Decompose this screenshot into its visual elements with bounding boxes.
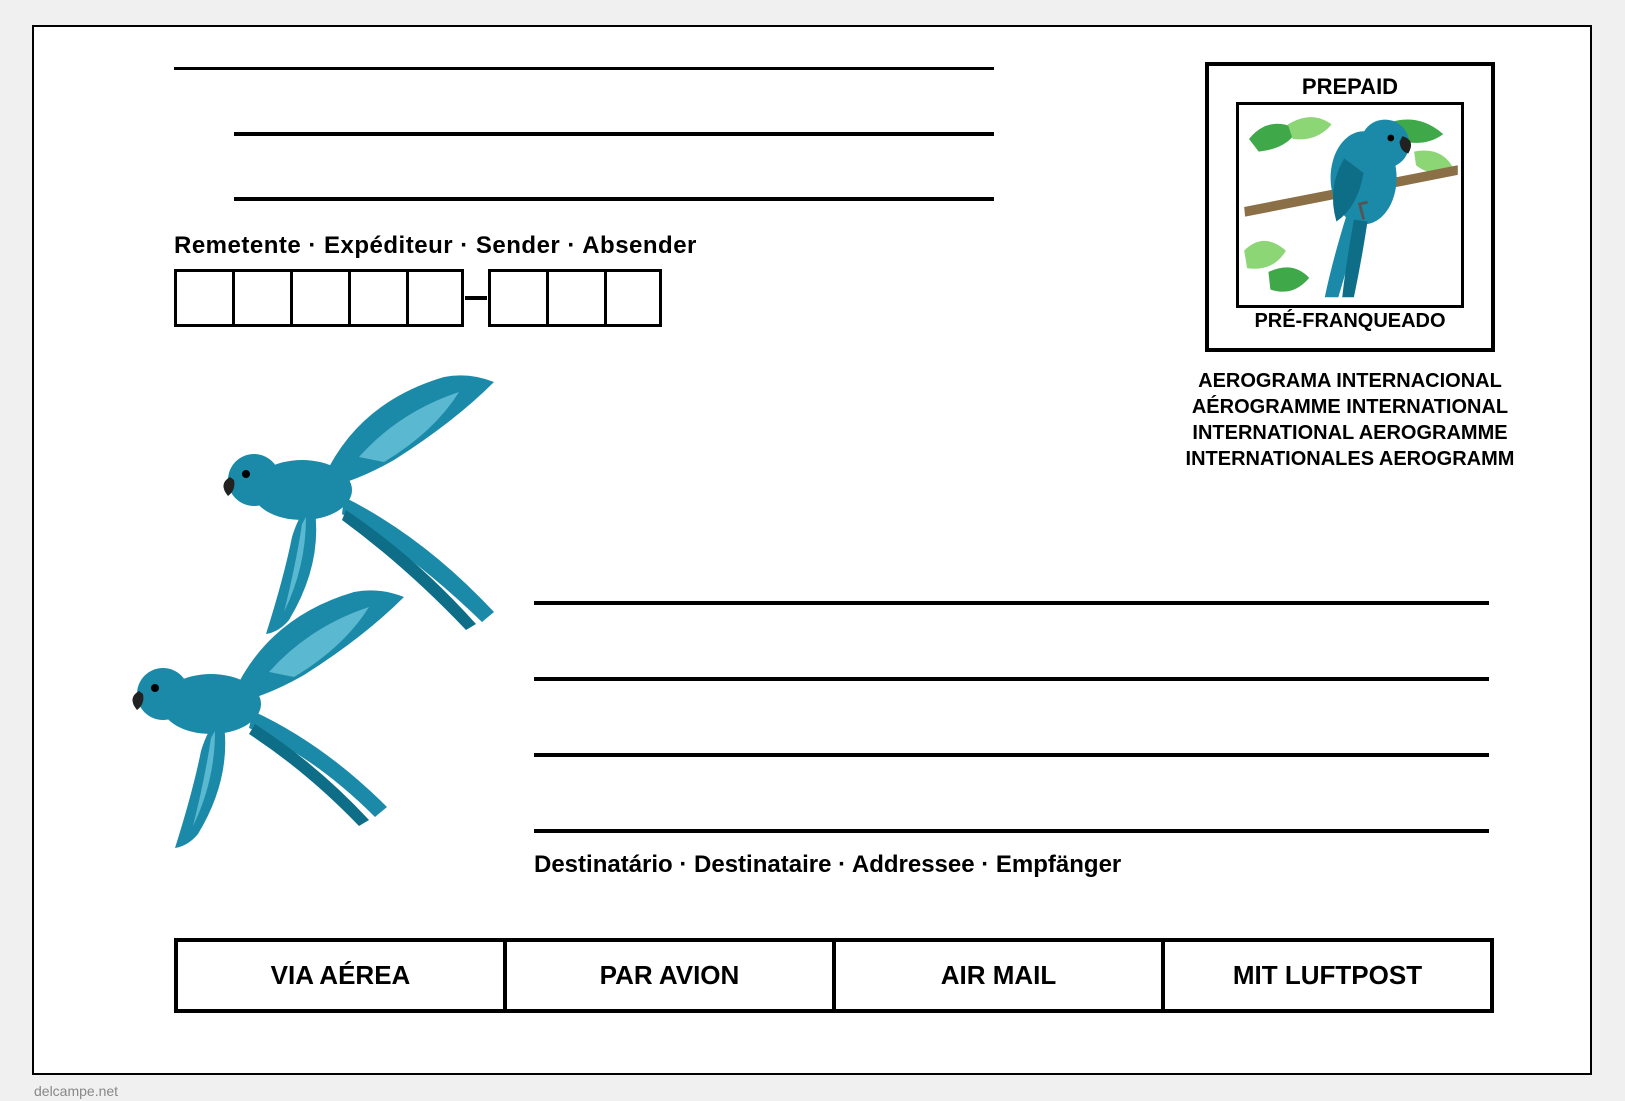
- postcode-dash: [465, 296, 487, 300]
- postcode-box[interactable]: [406, 269, 464, 327]
- aerogram-labels: AEROGRAMA INTERNACIONAL AÉROGRAMME INTER…: [1180, 368, 1520, 472]
- postcode-box[interactable]: [174, 269, 232, 327]
- postcode-box[interactable]: [604, 269, 662, 327]
- aerogram-card: Remetente · Expéditeur · Sender · Absend…: [32, 25, 1592, 1075]
- postcode-box[interactable]: [546, 269, 604, 327]
- dest-line-2: [534, 677, 1489, 681]
- sender-postcode-boxes: [174, 269, 662, 327]
- sender-line-3: [234, 197, 994, 201]
- stamp-bottom-text: PRÉ-FRANQUEADO: [1217, 310, 1483, 333]
- postcode-box[interactable]: [348, 269, 406, 327]
- flying-parrot-icon: [89, 572, 439, 852]
- airmail-cell: VIA AÉREA: [178, 942, 507, 1009]
- perched-parrot-icon: [1239, 105, 1461, 305]
- sender-line-2: [234, 132, 994, 136]
- dest-line-3: [534, 753, 1489, 757]
- stamp-box: PREPAID FRANKIERT TAXE PERÇUE: [1205, 62, 1495, 352]
- stamp-image: [1236, 102, 1464, 308]
- airmail-cell: AIR MAIL: [836, 942, 1165, 1009]
- stamp-area: PREPAID FRANKIERT TAXE PERÇUE: [1180, 62, 1520, 472]
- aerogram-label-line: INTERNATIONALES AEROGRAMM: [1180, 446, 1520, 472]
- aerogram-label-line: INTERNATIONAL AEROGRAMME: [1180, 420, 1520, 446]
- airmail-cell: PAR AVION: [507, 942, 836, 1009]
- postcode-box[interactable]: [232, 269, 290, 327]
- dest-line-4: [534, 829, 1489, 833]
- watermark-text: delcampe.net: [34, 1083, 118, 1099]
- dest-line-1: [534, 601, 1489, 605]
- stamp-top-text: PREPAID: [1217, 74, 1483, 100]
- postcode-box[interactable]: [290, 269, 348, 327]
- airmail-cell: MIT LUFTPOST: [1165, 942, 1490, 1009]
- aerogram-label-line: AÉROGRAMME INTERNATIONAL: [1180, 394, 1520, 420]
- postcode-box[interactable]: [488, 269, 546, 327]
- destination-label: Destinatário · Destinataire · Addressee …: [534, 851, 1121, 879]
- sender-label: Remetente · Expéditeur · Sender · Absend…: [174, 232, 697, 260]
- aerogram-label-line: AEROGRAMA INTERNACIONAL: [1180, 368, 1520, 394]
- sender-line-1: [174, 67, 994, 70]
- airmail-strip: VIA AÉREA PAR AVION AIR MAIL MIT LUFTPOS…: [174, 938, 1494, 1013]
